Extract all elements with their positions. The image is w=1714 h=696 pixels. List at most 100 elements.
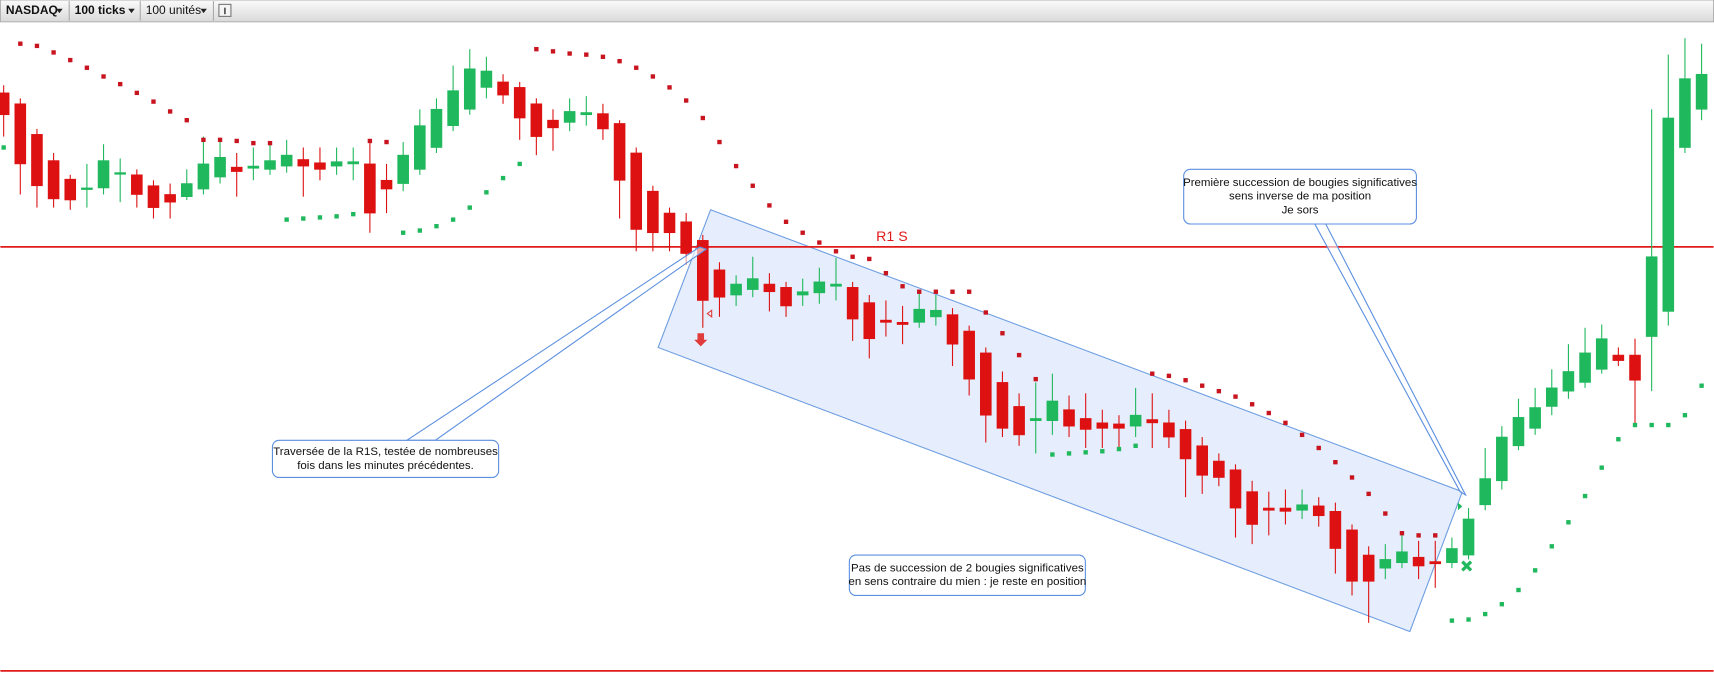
candle-body <box>480 70 493 88</box>
sar-dot <box>1399 531 1405 536</box>
sar-dot <box>1266 410 1271 416</box>
sar-dot <box>1033 376 1038 382</box>
sell-marker <box>706 309 713 318</box>
sar-dot <box>833 249 839 254</box>
sar-dot <box>417 228 423 233</box>
candle-body <box>713 269 726 298</box>
sar-dot <box>234 138 239 144</box>
sar-dot <box>1150 371 1155 376</box>
sar-dot <box>1183 378 1188 383</box>
sar-dot <box>683 98 689 103</box>
candle-body <box>1579 352 1591 383</box>
sar-dot <box>284 217 289 222</box>
candle-body <box>1379 559 1392 569</box>
sar-dot <box>317 215 323 220</box>
sar-dot <box>1466 617 1471 622</box>
candle-body <box>1446 548 1458 564</box>
sar-dot <box>334 214 339 219</box>
callout-text: Je sors <box>1282 204 1319 216</box>
sar-dot <box>933 289 939 294</box>
callout-box <box>848 554 1086 597</box>
sar-dot <box>1616 437 1621 442</box>
candle-body <box>1113 423 1125 429</box>
callout-text: Première succession de bougies significa… <box>1183 177 1417 189</box>
sar-dot <box>817 240 822 245</box>
candle-body <box>780 287 792 307</box>
sar-dot <box>800 230 805 235</box>
unit-select[interactable]: 100 unités <box>146 3 201 17</box>
candle-body <box>746 278 759 290</box>
candle-body <box>1545 387 1558 407</box>
candle-body <box>14 103 27 165</box>
sar-dot <box>1066 451 1072 456</box>
candle-body <box>1429 561 1442 565</box>
candle-body <box>1296 504 1308 511</box>
sar-dot <box>1649 422 1654 428</box>
candle-body <box>1163 422 1175 438</box>
dropdown-arrow[interactable] <box>128 8 135 14</box>
candle-body <box>563 111 576 123</box>
candle-body <box>796 291 809 296</box>
sar-dot <box>767 203 772 208</box>
candle-body <box>81 187 93 190</box>
sar-dot <box>1532 568 1538 573</box>
candle-body <box>547 119 559 129</box>
sar-dot <box>966 289 972 294</box>
sar-dot <box>1449 618 1455 623</box>
candle-body <box>1496 436 1508 482</box>
candle-body <box>1179 429 1192 460</box>
dropdown-arrow[interactable] <box>56 8 63 14</box>
candle-body <box>813 281 826 294</box>
toolbar-items: NASDAQ 100 ticks 100 unités <box>6 1 232 21</box>
sar-dot <box>118 81 123 87</box>
sar-dot <box>1433 533 1438 538</box>
sar-dot <box>850 254 855 259</box>
candle-body <box>1346 529 1358 582</box>
candle-body <box>1196 445 1208 476</box>
sar-dot <box>667 85 672 90</box>
sar-dot <box>1699 383 1704 388</box>
sar-dot <box>384 139 389 145</box>
candle-body <box>1479 478 1491 506</box>
dropdown-arrow[interactable] <box>200 8 207 14</box>
sar-dot <box>634 65 639 70</box>
sar-dot <box>18 41 23 46</box>
candle-body <box>1612 354 1625 361</box>
sar-dot <box>1666 422 1671 428</box>
sar-dot <box>1 145 6 150</box>
sar-dot <box>1349 475 1355 480</box>
candle-body <box>1312 505 1325 517</box>
exit-cross <box>1461 560 1473 572</box>
sar-dot <box>1200 383 1205 388</box>
symbol-select[interactable]: NASDAQ <box>6 3 58 17</box>
candle-body <box>930 309 942 318</box>
sar-dot <box>1166 373 1172 379</box>
candle-body <box>64 178 77 201</box>
sar-dot <box>700 115 705 121</box>
candle-body <box>1362 554 1375 582</box>
callout-box <box>1183 168 1417 225</box>
candle-body <box>530 103 543 137</box>
sar-dot <box>900 284 905 289</box>
sar-dot <box>733 163 739 169</box>
sar-dot <box>1566 520 1571 525</box>
candle-body <box>730 283 742 296</box>
sar-dot <box>717 139 722 145</box>
sar-dot <box>1549 544 1554 549</box>
candle-body <box>1013 406 1025 436</box>
candle-body <box>513 87 526 119</box>
sar-dot <box>1050 452 1055 457</box>
candle-body <box>1562 371 1575 392</box>
sar-dot <box>134 90 140 96</box>
sar-dot <box>251 140 256 146</box>
candle-body <box>364 163 376 214</box>
candle-body <box>197 163 210 190</box>
sar-dot <box>400 230 406 235</box>
annotations: Traversée de la R1S, testée de nombreuse… <box>271 168 1467 597</box>
candle-body <box>0 92 10 116</box>
candle-body <box>414 125 426 170</box>
sar-dot <box>1632 422 1638 428</box>
candle-body <box>1046 400 1059 421</box>
period-select[interactable]: 100 ticks <box>75 3 126 17</box>
